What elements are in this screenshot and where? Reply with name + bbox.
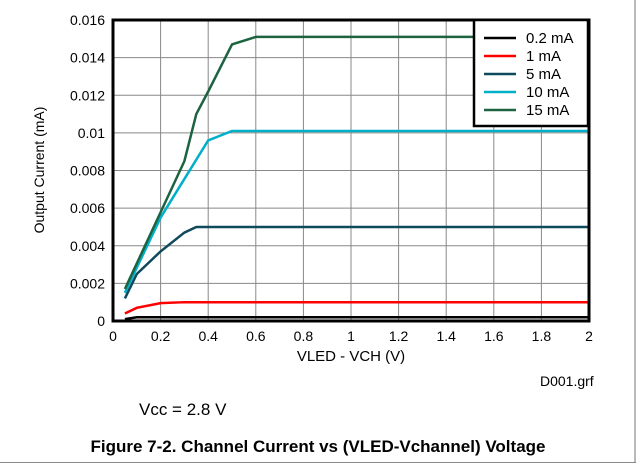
legend-label: 5 mA: [526, 66, 561, 83]
x-tick-label: 1.2: [389, 328, 409, 344]
x-tick-label: 0.4: [198, 328, 218, 344]
legend-label: 10 mA: [526, 84, 569, 101]
y-tick-label: 0: [97, 313, 105, 329]
y-axis-label: Output Current (mA): [31, 107, 47, 234]
y-tick-label: 0.008: [70, 163, 105, 179]
x-axis-label: VLED - VCH (V): [297, 348, 405, 365]
series-line-0-2-mA: [124, 315, 589, 321]
x-tick-label: 1: [347, 328, 355, 344]
page-border-bottom: [0, 462, 636, 463]
x-tick-label: 1.4: [436, 328, 456, 344]
plot-frame: [111, 18, 591, 323]
y-tick-label: 0.01: [78, 125, 105, 141]
file-label: D001.grf: [540, 373, 594, 389]
legend-label: 15 mA: [526, 102, 569, 119]
page-border-right: [634, 0, 636, 462]
x-tick-label: 0.8: [294, 328, 314, 344]
y-tick-label: 0.004: [70, 238, 105, 254]
x-tick-label: 0.2: [151, 328, 171, 344]
x-tick-label: 2: [585, 328, 593, 344]
series-group: [123, 35, 589, 321]
x-tick-label: 0.6: [246, 328, 266, 344]
legend-label: 0.2 mA: [526, 30, 574, 47]
condition-note: Vcc = 2.8 V: [139, 400, 227, 419]
tick-labels: 0 0.2 0.4 0.6 0.8 1 1.2 1.4 1.6 1.8 2 0 0.002 0.004 0.…: [70, 12, 593, 344]
figure-caption: Figure 7-2. Channel Current vs (VLED-Vch…: [90, 437, 546, 456]
series-line-5-mA: [123, 225, 589, 299]
y-tick-label: 0.014: [70, 50, 105, 66]
series-line-10-mA: [123, 129, 589, 294]
y-tick-label: 0.006: [70, 200, 105, 216]
x-tick-label: 1.6: [484, 328, 504, 344]
x-tick-label: 1.8: [532, 328, 552, 344]
series-line-1-mA: [124, 300, 589, 315]
x-tick-label: 0: [109, 328, 117, 344]
legend-label: 1 mA: [526, 48, 561, 65]
series-line-15-mA: [123, 35, 589, 290]
y-tick-label: 0.016: [70, 12, 105, 28]
y-tick-label: 0.002: [70, 275, 105, 291]
y-tick-label: 0.012: [70, 87, 105, 103]
